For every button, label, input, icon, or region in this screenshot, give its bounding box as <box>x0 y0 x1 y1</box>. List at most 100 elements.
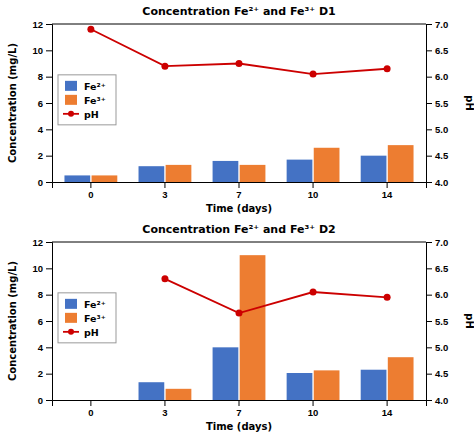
panel: 03710140246810124.04.55.05.56.06.57.0Con… <box>7 5 474 214</box>
legend-item: Fe²⁺ <box>65 299 106 310</box>
bar <box>139 166 165 182</box>
bar <box>139 382 165 400</box>
y2-tick-label: 4.5 <box>435 368 449 379</box>
x-tick-label: 7 <box>236 189 241 200</box>
y-tick: 2 <box>38 368 52 379</box>
x-tick-label: 3 <box>162 407 167 418</box>
y2-axis-line <box>427 243 433 401</box>
x-tick-mark <box>387 400 388 406</box>
y-tick-mark <box>46 347 52 348</box>
y-tick: 6 <box>38 316 52 327</box>
y2-tick: 7.0 <box>426 237 448 248</box>
y-tick-label: 4 <box>38 342 44 353</box>
y2-axis-title: pH <box>464 95 474 111</box>
x-tick: 3 <box>162 182 167 200</box>
y-axis: 024681012 <box>32 19 52 188</box>
y2-tick-label: 4.0 <box>435 177 448 188</box>
x-tick: 7 <box>236 182 241 200</box>
y-tick: 4 <box>38 124 52 135</box>
y2-tick-mark <box>426 400 432 401</box>
y2-tick-mark <box>426 295 432 296</box>
x-tick-mark <box>90 182 91 188</box>
legend: Fe²⁺Fe³⁺pH <box>58 75 116 125</box>
x-axis-line <box>53 183 427 189</box>
y-axis: 024681012 <box>32 237 52 406</box>
y2-tick-label: 5.5 <box>435 316 449 327</box>
y2-tick: 5.5 <box>426 316 449 327</box>
bar <box>166 165 192 182</box>
bar <box>240 255 266 400</box>
y-axis-line <box>46 25 53 183</box>
bar-series <box>92 145 414 182</box>
y2-tick: 6.0 <box>426 71 448 82</box>
y-tick: 6 <box>38 98 52 109</box>
y2-tick-label: 5.5 <box>435 98 449 109</box>
y-tick: 8 <box>38 71 52 82</box>
legend-label: Fe²⁺ <box>84 299 106 310</box>
x-tick: 14 <box>382 182 393 200</box>
y2-tick: 5.0 <box>426 124 448 135</box>
bar <box>240 165 266 182</box>
x-axis: 0371014 <box>53 182 427 200</box>
y-tick: 0 <box>38 395 52 406</box>
bar <box>314 148 340 182</box>
y2-tick: 7.0 <box>426 19 448 30</box>
y-tick-label: 10 <box>32 45 43 56</box>
y2-tick-mark <box>426 321 432 322</box>
y-tick-mark <box>46 374 52 375</box>
y-axis-title: Concentration (mg/L) <box>7 261 18 381</box>
y-tick-mark <box>46 103 52 104</box>
y2-tick: 4.0 <box>426 177 448 188</box>
y-tick: 10 <box>32 263 52 274</box>
y-tick-label: 0 <box>38 395 43 406</box>
y-tick-mark <box>46 129 52 130</box>
bar <box>361 370 387 400</box>
legend-swatch-marker <box>68 111 74 117</box>
x-tick-mark <box>164 400 165 406</box>
point <box>87 26 94 33</box>
legend: Fe²⁺Fe³⁺pH <box>58 293 116 343</box>
x-tick-mark <box>239 400 240 406</box>
y-tick-label: 0 <box>38 177 43 188</box>
y2-axis-line <box>427 25 433 183</box>
y2-tick-label: 6.0 <box>435 289 448 300</box>
y-tick: 12 <box>32 19 52 30</box>
y2-tick: 6.5 <box>426 263 449 274</box>
y-tick-mark <box>46 24 52 25</box>
bar <box>64 400 90 401</box>
y2-axis: 4.0 4.5 5.0 5.5 6.0 6.5 7.0 <box>426 237 449 406</box>
y2-tick-label: 4.0 <box>435 395 448 406</box>
bar <box>213 347 239 400</box>
x-tick-mark <box>90 400 91 406</box>
x-tick-mark <box>313 400 314 406</box>
marks <box>139 255 414 400</box>
y2-tick-label: 7.0 <box>435 19 448 30</box>
legend-swatch-marker <box>68 329 74 335</box>
y2-tick-label: 4.5 <box>435 150 449 161</box>
y2-tick: 5.0 <box>426 342 448 353</box>
y-tick: 0 <box>38 177 52 188</box>
legend-swatch <box>65 81 77 91</box>
legend-label: pH <box>84 327 99 338</box>
bar <box>213 161 239 182</box>
point <box>161 275 168 282</box>
y2-tick: 4.5 <box>426 368 449 379</box>
bar <box>166 389 192 400</box>
y-tick: 10 <box>32 45 52 56</box>
point <box>161 63 168 70</box>
y-axis-title: Concentration (mg/L) <box>7 43 18 163</box>
x-tick-label: 0 <box>88 407 93 418</box>
x-tick: 10 <box>308 400 319 418</box>
bar <box>92 400 118 401</box>
x-tick: 0 <box>88 182 93 200</box>
y-tick-label: 2 <box>38 368 43 379</box>
plot-frame <box>52 242 426 243</box>
x-tick: 14 <box>382 400 393 418</box>
y2-tick: 4.5 <box>426 150 449 161</box>
y-tick-mark <box>46 182 52 183</box>
title: Concentration Fe²⁺ and Fe³⁺ D1 <box>142 5 335 18</box>
point <box>310 289 317 296</box>
y2-tick-label: 6.5 <box>435 263 449 274</box>
y-tick-label: 6 <box>38 316 43 327</box>
y2-tick-label: 5.0 <box>435 342 448 353</box>
